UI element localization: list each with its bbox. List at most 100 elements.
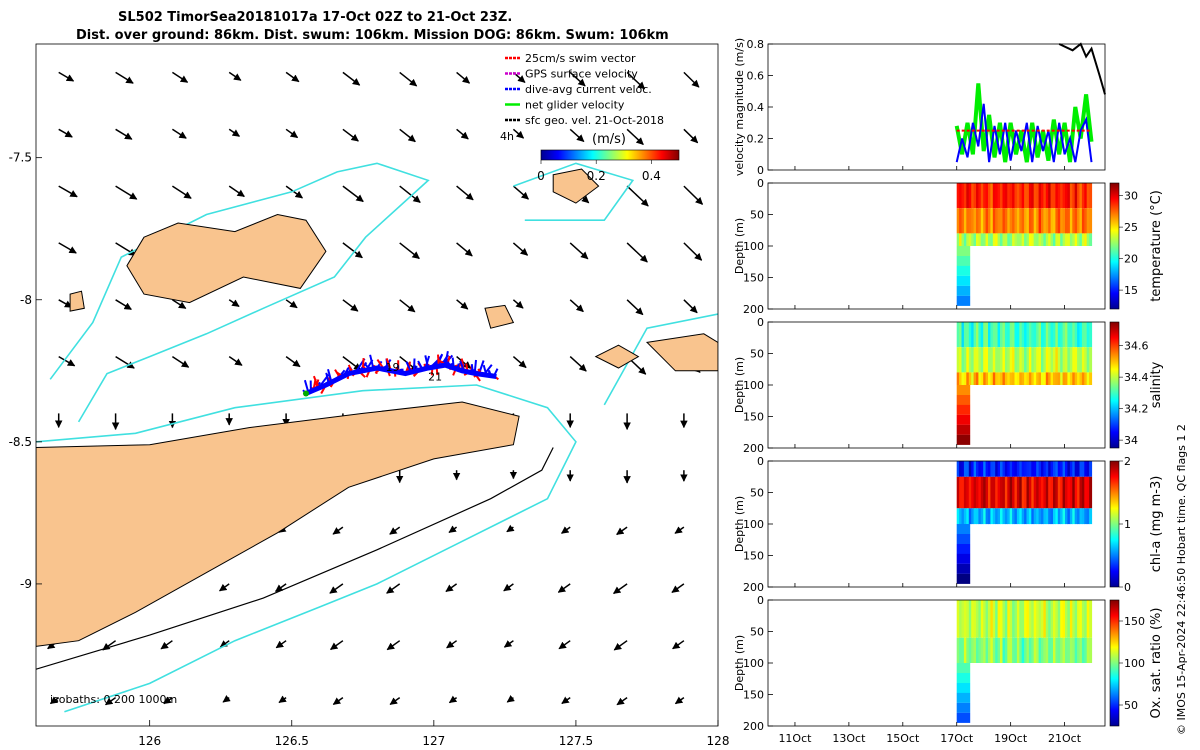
profile-cell [1084,461,1088,477]
island [126,213,327,304]
profile-cell [956,265,971,276]
profile-cell [1028,461,1032,477]
profile-cell [1041,347,1044,373]
profile-cell [1004,508,1008,525]
profile-cell [1021,233,1025,246]
profile-cell [980,600,984,638]
profile-cell [963,233,967,246]
profile-cell [1053,183,1056,209]
track-day-label: 21 [428,371,442,384]
profile-cell [1062,347,1066,373]
profile-cell [1026,322,1030,348]
profile-cell [968,183,972,209]
profile-cell [1048,637,1052,663]
island [645,333,718,372]
profile-cell [995,637,999,663]
profile-cell [1072,322,1076,348]
y-tick-label: -8 [20,293,32,307]
profile-cell [956,637,960,663]
profile-cell [1043,508,1047,525]
profile-cell [1048,372,1052,385]
island [36,401,520,647]
profile-cell [956,434,971,445]
profile-cell [985,183,989,209]
profile-cell [1055,322,1059,348]
profile-cell [1009,372,1013,385]
profile-cell [966,637,970,663]
profile-cell [1000,322,1003,348]
profile-cell [1028,372,1032,385]
profile-cell [1055,233,1059,246]
profile-cell [1074,476,1078,509]
profile-cell [971,461,975,477]
profile-cell [956,233,960,246]
profile-cell [1067,600,1071,638]
profile-cell [1057,372,1061,385]
geo-velocity-arrow [342,242,363,259]
colorbar-tick-label: 0 [1124,581,1131,594]
profile-cell [997,637,1001,663]
profile-cell [968,508,972,525]
profile-cell [1038,233,1042,246]
profile-cell [976,183,979,209]
profile-cell [1012,233,1016,246]
profile-cell [1007,183,1011,209]
profile-cell [1057,600,1061,638]
y-tick-label: 0 [757,177,764,190]
profile-cell [1036,233,1040,246]
profile-cell [1014,233,1018,246]
profile-cell [1072,637,1076,663]
profile-cell [961,600,965,638]
profile-cell [1060,461,1064,477]
profile-cell [1000,183,1003,209]
velocity-series [955,103,1093,163]
profile-cell [1041,208,1044,234]
geo-velocity-arrow [222,695,231,703]
profile-cell [1024,183,1028,209]
geo-velocity-arrow [228,299,240,308]
colorbar-label: chl-a (mg m-3) [1149,476,1164,573]
legend-label: GPS surface velocity [525,68,638,81]
profile-cell [1077,208,1081,234]
map-colorbar-ticks: 0 0.2 0.4 [537,160,661,183]
profile-cell [959,637,963,663]
profile-cell [1072,600,1076,638]
profile-cell [956,414,971,425]
profile-cell [983,461,987,477]
profile-cell [1031,600,1035,638]
profile-cell [1081,183,1085,209]
profile-cell [1004,372,1008,385]
profile-cell [1065,600,1068,638]
legend-label: dive-avg current veloc. [525,83,652,96]
profile-cell [956,563,971,574]
profile-cell [1036,476,1040,509]
profile-cell [1007,322,1011,348]
geo-velocity-arrow [626,242,648,263]
profile-cell [1048,600,1052,638]
velocity-series [1058,42,1106,95]
profile-cell [1019,461,1023,477]
profile-cell [978,233,982,246]
profile-cell [1002,476,1006,509]
y-tick-label: 0 [757,316,764,329]
legend-items: 25cm/s swim vector GPS surface velocity di… [505,52,664,127]
geo-velocity-arrow [171,71,189,83]
y-tick-label: 50 [750,209,764,222]
profile-cell [985,508,989,525]
profile-cell [1062,461,1066,477]
profile-cell [1053,508,1056,525]
colorbar-tick-label: 34.4 [1124,371,1149,384]
profile-cell [997,208,1001,234]
profile-cell [1086,461,1090,477]
profile-cell [1033,208,1037,234]
profile-cell [1084,600,1088,638]
geo-velocity-arrow [557,583,571,593]
profile-cell [959,208,963,234]
profile-cell [1009,347,1013,373]
y-tick-label: 200 [743,442,764,455]
profile-cell [1062,322,1066,348]
profile-cell [1028,600,1032,638]
profile-cell [1079,183,1083,209]
profile-cell [976,476,979,509]
